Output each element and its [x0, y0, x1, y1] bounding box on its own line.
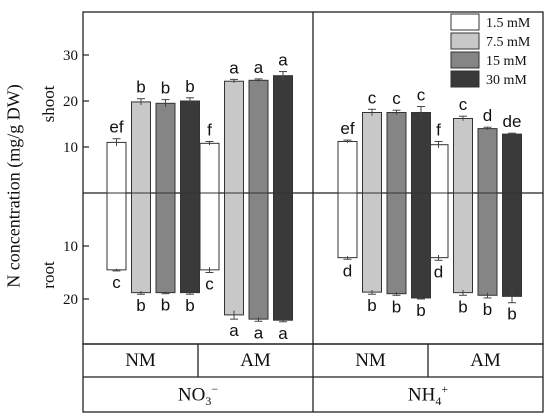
- shoot-bar: [224, 80, 244, 194]
- shoot-bar: [106, 141, 127, 194]
- root-bar: [477, 192, 498, 296]
- shoot-significance-letter: a: [229, 58, 239, 77]
- root-bar: [386, 192, 407, 295]
- root-bar: [362, 192, 382, 293]
- root-bar: [199, 192, 220, 271]
- axes-layer: 10 20 30 10 20: [63, 48, 89, 308]
- shoot-significance-letter: b: [136, 78, 145, 97]
- root-bar: [428, 192, 449, 259]
- shoot-bar: [453, 117, 473, 194]
- legend-label: 15 mM: [486, 54, 527, 69]
- root-bar: [411, 192, 431, 299]
- root-bar: [155, 192, 176, 294]
- root-bar: [224, 192, 244, 316]
- root-significance-letter: d: [343, 261, 352, 280]
- shoot-bar: [155, 102, 176, 194]
- legend-label: 1.5 mM: [486, 16, 531, 31]
- root-significance-letter: b: [185, 296, 194, 315]
- shoot-y-tick-label: 20: [63, 94, 78, 110]
- shoot-bar: [248, 79, 269, 194]
- shoot-significance-letter: c: [368, 88, 377, 107]
- shoot-significance-letter: c: [459, 95, 468, 114]
- legend-swatch: [450, 13, 480, 31]
- root-significance-letter: b: [392, 297, 401, 316]
- legend-swatch: [450, 51, 480, 69]
- root-significance-letter: b: [416, 301, 425, 320]
- root-bar: [248, 192, 269, 320]
- shoot-bar: [428, 144, 449, 194]
- category-nm-nitrate: NM: [125, 350, 156, 371]
- root-bar: [453, 192, 473, 294]
- shoot-bar: [502, 133, 522, 194]
- root-significance-letter: a: [254, 323, 264, 342]
- legend-label: 30 mM: [486, 73, 527, 88]
- legend: 1.5 mM 7.5 mM 15 mM 30 mM: [450, 13, 531, 88]
- shoot-bar: [131, 101, 151, 194]
- category-nm-ammonium: NM: [355, 350, 386, 371]
- root-significance-letter: b: [161, 296, 170, 315]
- root-significance-letter: a: [229, 321, 239, 340]
- shoot-significance-letter: f: [207, 120, 212, 139]
- category-am-ammonium: AM: [470, 350, 501, 371]
- shoot-bar: [386, 112, 407, 194]
- root-bar: [502, 192, 522, 297]
- root-significance-letter: b: [507, 305, 516, 324]
- shoot-significance-letter: ef: [340, 119, 354, 138]
- legend-swatch: [450, 70, 480, 88]
- root-significance-letter: b: [136, 296, 145, 315]
- shoot-significance-letter: b: [161, 79, 170, 98]
- shoot-significance-letter: de: [503, 112, 522, 131]
- shoot-bar: [337, 140, 358, 194]
- shoot-significance-letter: a: [278, 51, 288, 70]
- root-bar: [273, 192, 293, 321]
- nitrate-label: NO3−: [177, 382, 219, 409]
- shoot-significance-letter: f: [436, 120, 441, 139]
- category-am-nitrate: AM: [240, 350, 271, 371]
- legend-label: 7.5 mM: [486, 35, 531, 50]
- shoot-bar: [411, 112, 431, 194]
- root-bar: [180, 192, 200, 294]
- shoot-y-tick-label: 10: [63, 140, 78, 156]
- root-bar: [106, 192, 127, 271]
- legend-swatch: [450, 32, 480, 50]
- root-bar: [337, 192, 358, 259]
- root-significance-letter: b: [367, 296, 376, 315]
- shoot-significance-letter: a: [254, 58, 264, 77]
- shoot-significance-letter: c: [392, 89, 401, 108]
- root-bar: [131, 192, 151, 294]
- shoot-bar: [273, 75, 293, 194]
- shoot-significance-letter: d: [483, 106, 492, 125]
- root-significance-letter: b: [483, 300, 492, 319]
- root-significance-letter: d: [434, 262, 443, 281]
- root-y-tick-label: 10: [63, 239, 78, 255]
- root-significance-letter: c: [205, 275, 214, 294]
- shoot-y-tick-label: 30: [63, 48, 78, 64]
- shoot-bar: [477, 128, 498, 194]
- shoot-bar: [362, 112, 382, 194]
- root-significance-letter: b: [458, 297, 467, 316]
- root-significance-letter: a: [278, 324, 288, 343]
- root-y-tick-label: 20: [63, 292, 78, 308]
- shoot-significance-letter: b: [185, 77, 194, 96]
- shoot-significance-letter: c: [417, 86, 426, 105]
- shoot-bar: [199, 142, 220, 194]
- ammonium-label: NH4+: [407, 382, 449, 409]
- shoot-bar: [180, 100, 200, 194]
- root-significance-letter: c: [112, 273, 121, 292]
- shoot-significance-letter: ef: [109, 118, 123, 137]
